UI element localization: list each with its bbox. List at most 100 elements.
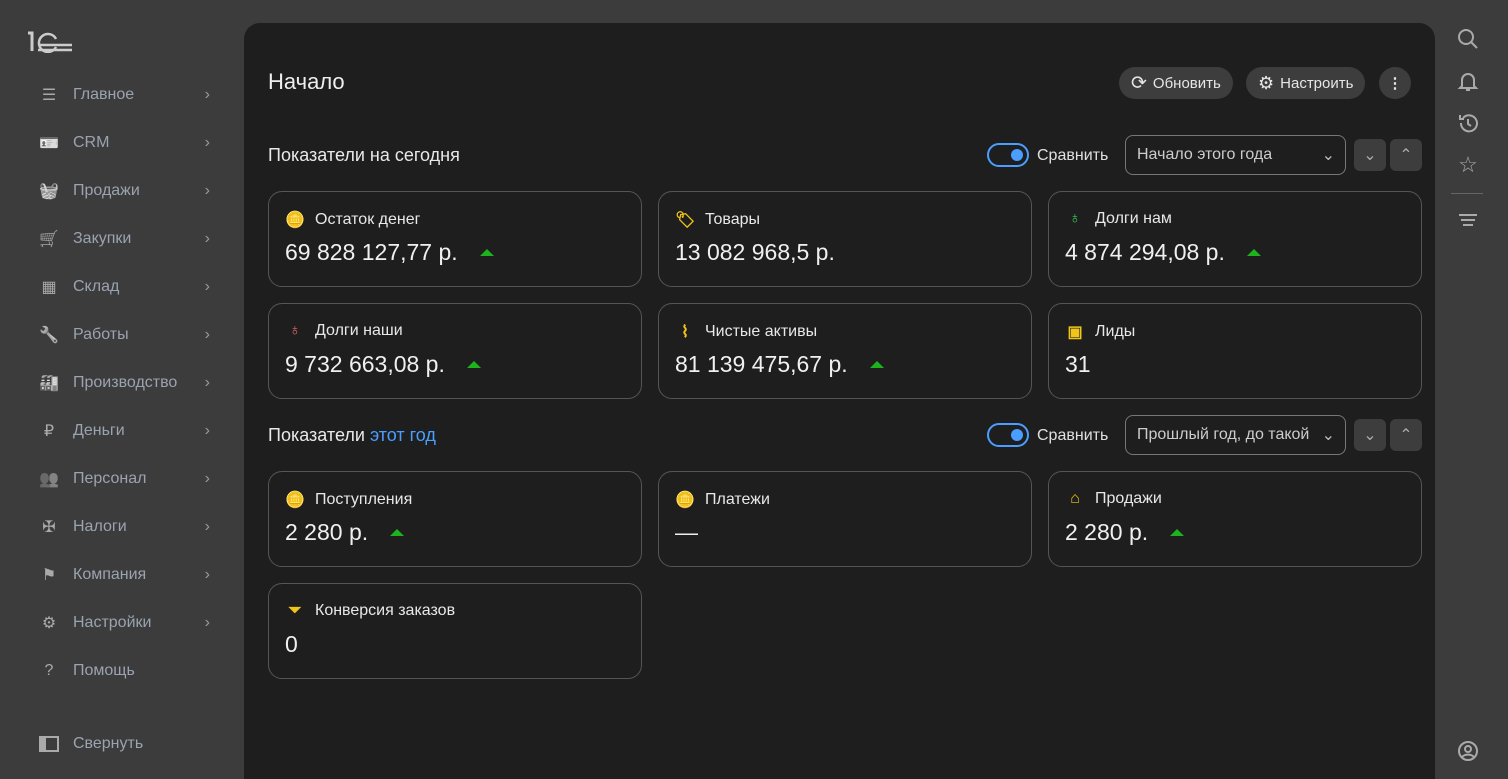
chevron-right-icon: ›	[204, 230, 210, 247]
period-select-today[interactable]: Начало этого года ⌄	[1125, 135, 1346, 175]
sidebar-item-label: Работы	[73, 326, 129, 343]
user-account-icon[interactable]	[1455, 738, 1481, 764]
trend-up-icon	[466, 361, 481, 368]
tag-icon: 🏷	[675, 212, 696, 229]
refresh-icon: ⟳	[1131, 72, 1147, 94]
kpi-label: Поступления	[315, 491, 413, 508]
right-rail: ☆	[1435, 0, 1508, 779]
kpi-card[interactable]: ⌇ Чистые активы 81 139 475,67 р.	[658, 303, 1032, 399]
configure-button[interactable]: ⚙ Настроить	[1246, 67, 1366, 99]
sidebar-item-4[interactable]: ▦ Склад ›	[38, 272, 218, 302]
collapse-up-button[interactable]: ⌃	[1390, 139, 1422, 171]
sidebar-item-6[interactable]: 🏭 Производство ›	[38, 368, 218, 398]
chevron-right-icon: ›	[204, 374, 210, 391]
star-icon[interactable]: ☆	[1458, 152, 1478, 177]
kpi-card[interactable]: ⌂ Продажи 2 280 р.	[1048, 471, 1422, 567]
search-icon[interactable]	[1455, 26, 1481, 52]
kpi-card[interactable]: 🪙 Остаток денег 69 828 127,77 р.	[268, 191, 642, 287]
sidebar-item-label: Производство	[73, 374, 178, 391]
cart-icon: 🛒	[39, 231, 59, 248]
1c-logo	[28, 31, 72, 53]
basket-icon: 🧺	[39, 183, 59, 200]
contact-card-icon: 🪪	[39, 135, 59, 152]
eagle-icon: ✠	[42, 519, 56, 536]
compare-toggle-today[interactable]	[987, 143, 1029, 167]
sidebar-item-7[interactable]: ₽ Деньги ›	[38, 416, 218, 446]
kpi-card[interactable]: 🏷 Товары 13 082 968,5 р.	[658, 191, 1032, 287]
sidebar-item-9[interactable]: ✠ Налоги ›	[38, 512, 218, 542]
bell-icon[interactable]	[1455, 68, 1481, 94]
chevron-right-icon: ›	[204, 182, 210, 199]
sidebar-item-label: Компания	[73, 566, 147, 583]
chevron-down-icon: ⌄	[1363, 427, 1377, 444]
sidebar-item-11[interactable]: ⚙ Настройки ›	[38, 608, 218, 638]
gear-icon: ⚙	[1258, 72, 1275, 93]
kpi-value: 9 732 663,08 р.	[285, 351, 445, 377]
coins-icon: 🪙	[675, 492, 695, 509]
trend-up-icon	[1170, 529, 1185, 536]
sidebar-item-5[interactable]: 🔧 Работы ›	[38, 320, 218, 350]
sidebar-item-label: Персонал	[73, 470, 147, 487]
period-link[interactable]: этот год	[369, 425, 436, 445]
sidebar-item-0[interactable]: ☰ Главное ›	[38, 80, 218, 110]
sidebar-item-label: Закупки	[73, 230, 132, 247]
kpi-card[interactable]: ♁ Долги нам 4 874 294,08 р.	[1048, 191, 1422, 287]
chevron-right-icon: ›	[204, 518, 210, 535]
sidebar-item-8[interactable]: 👥 Персонал ›	[38, 464, 218, 494]
kpi-card[interactable]: 🪙 Поступления 2 280 р.	[268, 471, 642, 567]
coins-icon: 🪙	[285, 212, 305, 229]
more-vertical-icon: ⋮	[1387, 75, 1403, 92]
kpi-label: Конверсия заказов	[315, 602, 456, 619]
compare-toggle-year[interactable]	[987, 423, 1029, 447]
sidebar-item-1[interactable]: 🪪 CRM ›	[38, 128, 218, 158]
chevron-up-icon: ⌃	[1399, 147, 1413, 164]
period-select-year[interactable]: Прошлый год, до такой ⌄	[1125, 415, 1346, 455]
kpi-card[interactable]: ♁ Долги наши 9 732 663,08 р.	[268, 303, 642, 399]
chevron-right-icon: ›	[204, 614, 210, 631]
basket-icon: ⌂	[1070, 490, 1080, 507]
kpi-value: 4 874 294,08 р.	[1065, 239, 1225, 265]
chevron-right-icon: ›	[204, 86, 210, 103]
kpi-card[interactable]: 🪙 Платежи —	[658, 471, 1032, 567]
collapse-up-button[interactable]: ⌃	[1390, 419, 1422, 451]
chevron-right-icon: ›	[204, 326, 210, 343]
sidebar-item-3[interactable]: 🛒 Закупки ›	[38, 224, 218, 254]
kpi-value: 0	[285, 631, 298, 657]
history-icon[interactable]	[1455, 110, 1481, 136]
trend-up-icon	[390, 529, 405, 536]
refresh-button[interactable]: ⟳ Обновить	[1119, 67, 1233, 99]
kpi-value: 31	[1065, 351, 1091, 377]
menu-icon: ☰	[41, 87, 57, 104]
sidebar-item-10[interactable]: ⚑ Компания ›	[38, 560, 218, 590]
chevron-down-icon: ⌄	[1321, 427, 1335, 444]
money-bag-icon: ♁	[1069, 210, 1081, 227]
contact-card-icon: ▣	[1067, 324, 1083, 341]
kpi-card[interactable]: ⏷ Конверсия заказов 0	[268, 583, 642, 679]
more-button[interactable]: ⋮	[1379, 67, 1411, 99]
kpi-label: Долги наши	[315, 322, 403, 339]
kpi-label: Платежи	[705, 491, 770, 508]
chevron-right-icon: ›	[204, 422, 210, 439]
sidebar-item-12[interactable]: ? Помощь	[38, 656, 218, 686]
collapse-button[interactable]: Свернуть	[38, 729, 218, 759]
people-icon: 👥	[39, 471, 59, 488]
section-title-text: Показатели	[268, 425, 365, 445]
chevron-right-icon: ›	[204, 278, 210, 295]
filter-list-icon[interactable]	[1455, 208, 1481, 234]
sidebar: ☰ Главное › 🪪 CRM › 🧺 Продажи › 🛒 Закупки › ▦ Склад › 🔧…	[0, 0, 244, 779]
collapse-down-button[interactable]: ⌄	[1354, 419, 1386, 451]
kpi-label: Чистые активы	[705, 323, 818, 340]
sidebar-item-label: Склад	[73, 278, 120, 295]
sidebar-item-label: CRM	[73, 134, 110, 151]
kpi-value: 81 139 475,67 р.	[675, 351, 848, 377]
chevron-up-icon: ⌃	[1399, 427, 1413, 444]
sidebar-item-2[interactable]: 🧺 Продажи ›	[38, 176, 218, 206]
ruble-icon: ₽	[43, 423, 55, 440]
compare-label: Сравнить	[1037, 427, 1109, 444]
warehouse-icon: ▦	[41, 279, 57, 296]
kpi-card[interactable]: ▣ Лиды 31	[1048, 303, 1422, 399]
kpi-value: 2 280 р.	[285, 519, 369, 545]
help-icon: ?	[44, 662, 54, 679]
collapse-down-button[interactable]: ⌄	[1354, 139, 1386, 171]
trend-up-icon	[869, 361, 884, 368]
